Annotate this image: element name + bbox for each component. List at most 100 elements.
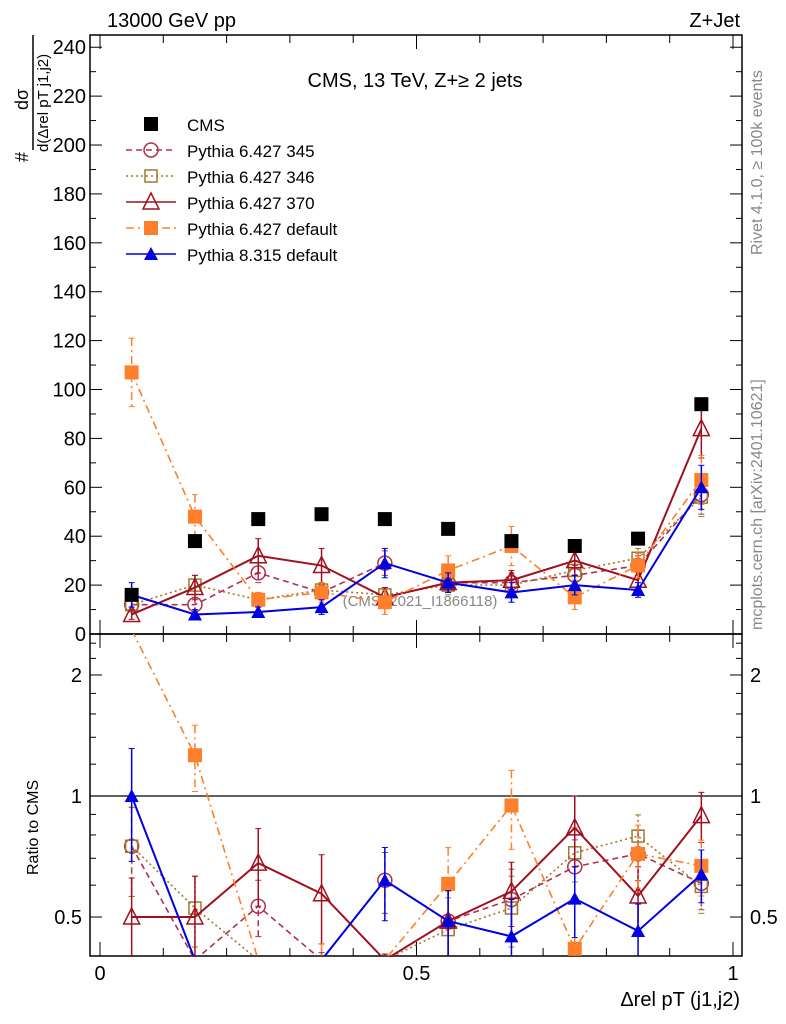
series-line-3	[131, 815, 703, 956]
data-point	[692, 804, 711, 824]
data-point	[185, 906, 205, 925]
ratio-y-tick-label: 0.5	[54, 907, 82, 929]
data-point	[565, 817, 584, 836]
ratio-y-tick-label: 1	[71, 786, 82, 808]
mcplots-label: mcplots.cern.ch [arXiv:2401.10621]	[749, 379, 766, 630]
data-point	[312, 554, 331, 574]
y-tick-label: 120	[53, 331, 86, 353]
watermark: (CMS_2021_I1866118)	[343, 593, 498, 610]
data-point	[694, 397, 709, 412]
data-point	[124, 365, 139, 380]
data-point	[441, 521, 456, 536]
legend-marker	[144, 117, 158, 131]
y-tick-label: 160	[53, 233, 86, 255]
y-tick-label: 220	[53, 86, 86, 108]
legend-marker	[144, 169, 158, 183]
series-line-4	[132, 634, 702, 956]
data-point	[314, 507, 329, 522]
legend-marker	[143, 142, 159, 158]
data-point	[187, 748, 202, 763]
data-point	[122, 906, 141, 925]
data-point	[631, 582, 646, 596]
legend-label: Pythia 6.427 default	[187, 220, 338, 239]
ratio-y-tick-label: 0.5	[750, 907, 778, 929]
data-point	[124, 789, 139, 802]
data-point	[377, 556, 392, 570]
ratio-panel	[122, 634, 711, 956]
ratio-y-label: Ratio to CMS	[25, 780, 42, 875]
series-line-5	[131, 486, 703, 616]
y-tick-label: 20	[64, 575, 86, 597]
data-point	[692, 417, 711, 437]
data-point	[694, 867, 709, 881]
y-tick-label: 60	[64, 477, 86, 499]
data-point	[122, 603, 141, 623]
legend-label: Pythia 8.315 default	[187, 246, 338, 265]
data-point	[251, 592, 266, 607]
data-point	[251, 604, 266, 618]
data-point	[441, 876, 456, 891]
data-point	[565, 549, 584, 569]
y-tick-label: 80	[64, 428, 86, 450]
data-point	[631, 846, 646, 861]
data-point	[631, 558, 646, 573]
x-label: Δrel pT (j1,j2)	[620, 989, 740, 1011]
ratio-y-tick-label: 1	[750, 786, 761, 808]
legend-label: Pythia 6.427 370	[187, 194, 315, 213]
data-point	[441, 914, 456, 928]
y-tick-label: 100	[53, 380, 86, 402]
y-tick-label: 200	[53, 135, 86, 157]
main-panel	[122, 337, 711, 623]
data-point	[377, 512, 392, 527]
data-point	[314, 600, 329, 614]
legend-label: CMS	[187, 116, 225, 135]
ratio-y-tick-label: 2	[71, 665, 82, 687]
data-point	[124, 587, 139, 602]
data-point	[567, 891, 582, 905]
legend-label: Pythia 6.427 345	[187, 142, 315, 161]
ratio-frame	[89, 633, 743, 957]
data-point	[377, 595, 392, 610]
ratio-y-tick-label: 2	[750, 665, 761, 687]
data-point	[314, 585, 329, 600]
series-line-3	[131, 428, 703, 616]
data-point	[249, 852, 268, 871]
y-tick-label: 40	[64, 526, 86, 548]
rivet-label: Rivet 4.1.0, ≥ 100k events	[749, 70, 766, 255]
data-point	[631, 923, 646, 937]
data-point	[187, 534, 202, 549]
data-point	[441, 575, 456, 589]
data-point	[567, 578, 582, 592]
y-tick-label: 180	[53, 184, 86, 206]
x-tick-label: 1	[727, 963, 738, 985]
y-label-hash: #	[12, 152, 32, 162]
data-point	[441, 563, 456, 578]
data-point	[187, 607, 202, 621]
legend-marker	[144, 247, 158, 260]
y-tick-label: 240	[53, 37, 86, 59]
data-point	[631, 531, 646, 546]
data-point	[185, 576, 205, 596]
header-right: Z+Jet	[689, 10, 740, 32]
chart-title: CMS, 13 TeV, Z+≥ 2 jets	[308, 70, 523, 92]
legend-marker	[144, 221, 158, 235]
data-point	[504, 798, 519, 813]
series-line-2	[131, 835, 702, 956]
legend-marker	[141, 191, 161, 210]
data-point	[694, 480, 709, 494]
data-point	[567, 941, 582, 956]
header-left: 13000 GeV pp	[107, 10, 236, 32]
series-line-4	[130, 372, 702, 604]
y-tick-label: 0	[75, 624, 86, 646]
y-label-num: dσ	[12, 89, 32, 110]
data-point	[502, 880, 521, 900]
y-label-den: d(Δrel pT j1,j2)	[35, 54, 52, 152]
data-point	[628, 885, 648, 904]
data-point	[377, 873, 392, 887]
data-point	[249, 545, 268, 564]
y-tick-label: 140	[53, 282, 86, 304]
x-tick-label: 0.5	[403, 963, 431, 985]
data-point	[504, 929, 519, 943]
data-point	[251, 512, 266, 527]
